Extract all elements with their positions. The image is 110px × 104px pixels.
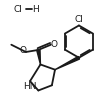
Polygon shape <box>37 50 40 64</box>
Text: H: H <box>32 5 39 14</box>
Text: Cl: Cl <box>13 5 22 14</box>
Text: O: O <box>50 40 57 49</box>
Text: Cl: Cl <box>74 15 83 24</box>
Polygon shape <box>55 56 80 70</box>
Text: O: O <box>19 46 26 55</box>
Text: HN: HN <box>23 82 36 91</box>
